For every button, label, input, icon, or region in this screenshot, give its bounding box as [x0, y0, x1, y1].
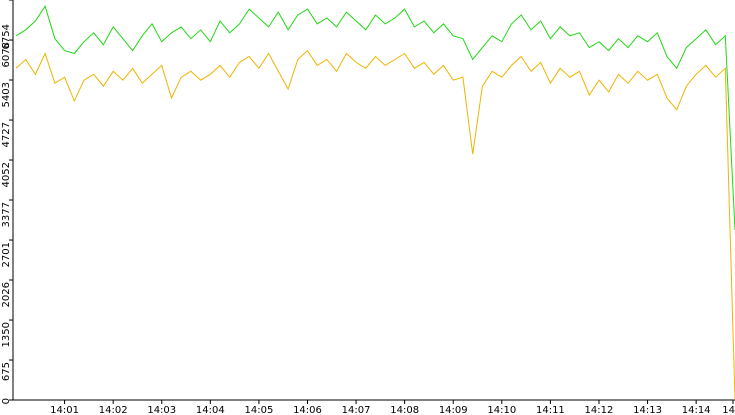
x-tick-label: 14:07 [342, 405, 371, 415]
y-tick-label: 4052 [1, 162, 12, 187]
series-line [15, 5, 735, 231]
x-tick-label: 14:03 [147, 405, 176, 415]
x-tick-label: 14 [722, 405, 735, 415]
y-tick-label: 2026 [1, 282, 12, 307]
x-tick-label: 14:06 [293, 405, 322, 415]
series-line [15, 49, 735, 401]
y-tick-label: 675 [1, 362, 12, 381]
y-tick-label: 3377 [1, 202, 12, 227]
y-tick-label: 0 [1, 398, 12, 404]
y-tick-label: 2701 [1, 242, 12, 267]
x-tick-label: 14:08 [390, 405, 419, 415]
x-tick-label: 14:01 [50, 405, 79, 415]
y-tick-label: 4727 [1, 122, 12, 147]
x-tick-label: 14:11 [536, 405, 565, 415]
x-tick-label: 14:13 [633, 405, 662, 415]
x-tick-label: 14:09 [439, 405, 468, 415]
x-tick-label: 14:14 [682, 405, 711, 415]
x-tick-label: 14:10 [487, 405, 516, 415]
y-tick-label: 6754 [1, 24, 12, 49]
y-tick-label: 6078 [1, 42, 12, 67]
x-tick-label: 14:02 [99, 405, 128, 415]
x-tick-label: 14:04 [196, 405, 225, 415]
x-tick-label: 14:05 [244, 405, 273, 415]
y-tick-label: 5403 [1, 82, 12, 107]
x-tick-label: 14:12 [585, 405, 614, 415]
y-tick-label: 1350 [1, 322, 12, 347]
